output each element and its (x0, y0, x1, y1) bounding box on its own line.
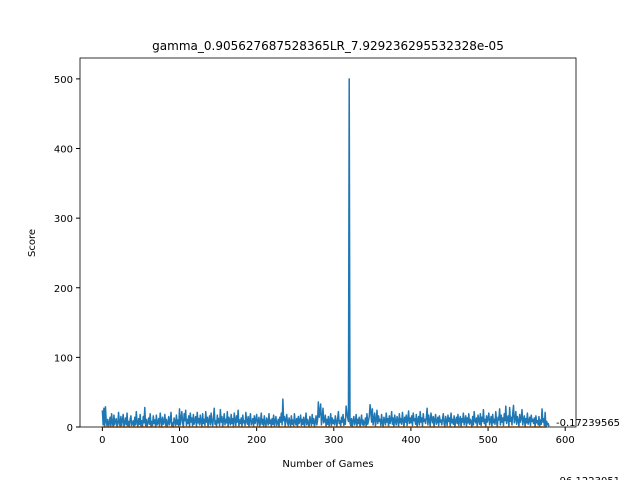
annotation: -0.17239565 (556, 418, 620, 429)
y-axis-label: Score (27, 229, 38, 257)
annotation: -96.1223051 (556, 476, 620, 480)
y-tick-label: 500 (54, 75, 73, 86)
y-tick-label: 100 (54, 353, 73, 364)
y-tick-label: 200 (54, 284, 73, 295)
x-tick-label: 500 (479, 435, 498, 446)
series-line (101, 78, 550, 428)
y-tick-label: 300 (54, 214, 73, 225)
x-tick-label: 0 (99, 435, 105, 446)
x-tick-label: 600 (556, 435, 575, 446)
plot-frame (79, 57, 577, 428)
x-tick-label: 400 (401, 435, 420, 446)
y-tick-label: 0 (67, 423, 73, 434)
y-tick-label: 400 (54, 145, 73, 156)
chart-title: gamma_0.905627687528365LR_7.929236295532… (152, 39, 504, 53)
x-tick-label: 100 (170, 435, 189, 446)
x-axis-label: Number of Games (282, 459, 373, 470)
x-tick-label: 300 (324, 435, 343, 446)
x-tick-label: 200 (247, 435, 266, 446)
